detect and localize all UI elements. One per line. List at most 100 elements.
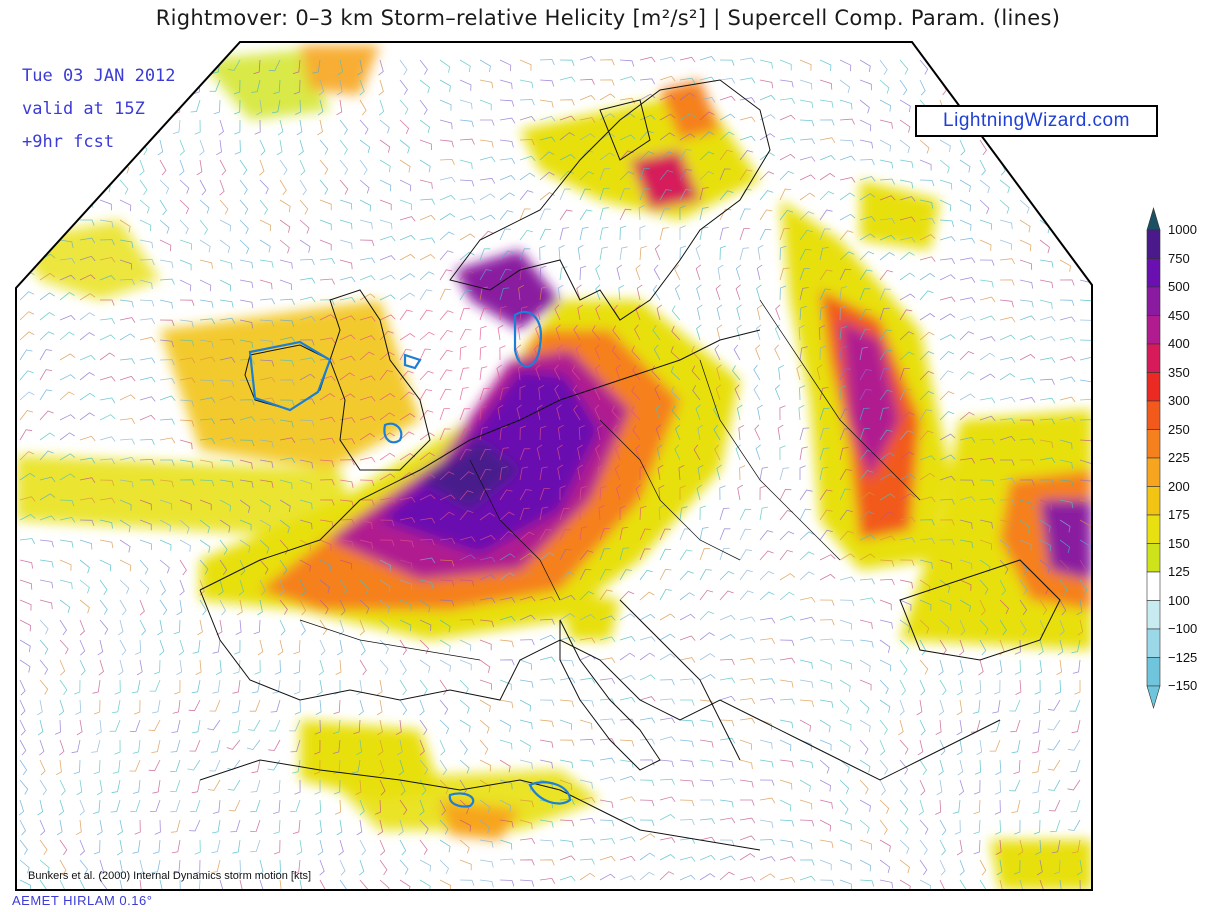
wind-barb-icon bbox=[1059, 356, 1076, 362]
wind-barb-icon bbox=[379, 139, 391, 153]
wind-barb-icon bbox=[1019, 599, 1028, 616]
wind-barb-icon bbox=[899, 430, 914, 441]
wind-barb-icon bbox=[538, 384, 545, 401]
wind-barb-icon bbox=[539, 819, 554, 828]
wind-barb-icon bbox=[1079, 139, 1085, 156]
wind-barb-icon bbox=[739, 779, 754, 788]
scp-contours bbox=[248, 310, 572, 808]
wind-barb-icon bbox=[639, 833, 656, 841]
wind-barb-icon bbox=[479, 230, 494, 241]
wind-barb-icon bbox=[839, 368, 851, 381]
wind-barb-icon bbox=[268, 739, 281, 751]
wind-barb-icon bbox=[379, 759, 385, 776]
wind-barb-icon bbox=[379, 639, 389, 655]
wind-barb-icon bbox=[659, 736, 676, 742]
wind-barb-icon bbox=[699, 739, 714, 748]
wind-barb-icon bbox=[114, 739, 121, 755]
wind-barb-icon bbox=[679, 149, 692, 161]
wind-barb-icon bbox=[137, 859, 144, 876]
wind-barb-icon bbox=[79, 559, 90, 574]
wind-barb-icon bbox=[299, 419, 315, 427]
wind-barb-icon bbox=[719, 168, 731, 181]
wind-barb-icon bbox=[939, 839, 946, 856]
wind-barb-icon bbox=[59, 453, 76, 461]
wind-barb-icon bbox=[259, 539, 270, 554]
wind-barb-icon bbox=[98, 659, 104, 676]
wind-barb-icon bbox=[251, 759, 261, 774]
wind-barb-icon bbox=[679, 225, 686, 240]
wind-barb-icon bbox=[619, 188, 631, 201]
wind-barb-icon bbox=[95, 719, 102, 736]
wind-barb-icon bbox=[479, 659, 491, 673]
wind-barb-icon bbox=[539, 618, 555, 625]
wind-barb-icon bbox=[719, 614, 736, 621]
wind-barb-icon bbox=[199, 299, 214, 308]
wind-barb-icon bbox=[779, 488, 792, 501]
wind-barb-icon bbox=[696, 484, 703, 501]
wind-barb-icon bbox=[159, 479, 174, 488]
wind-barb-icon bbox=[479, 534, 496, 541]
wind-barb-icon bbox=[1070, 79, 1081, 93]
wind-barb-icon bbox=[148, 719, 161, 732]
wind-barb-icon bbox=[419, 579, 434, 589]
wind-barb-icon bbox=[459, 819, 472, 832]
wind-barb-icon bbox=[559, 266, 568, 281]
wind-barb-icon bbox=[1071, 639, 1081, 654]
wind-barb-icon bbox=[619, 208, 632, 221]
wind-barb-icon bbox=[999, 299, 1014, 308]
wind-barb-icon bbox=[559, 719, 572, 730]
wind-barb-icon bbox=[559, 699, 574, 707]
wind-barb-icon bbox=[59, 353, 76, 361]
wind-barb-icon bbox=[19, 331, 35, 341]
wind-barb-icon bbox=[779, 876, 796, 883]
wind-barb-icon bbox=[479, 325, 487, 341]
brand-link[interactable]: LightningWizard.com bbox=[915, 105, 1158, 137]
wind-barb-icon bbox=[695, 404, 701, 421]
wind-barb-icon bbox=[899, 216, 916, 223]
wind-barb-icon bbox=[99, 159, 110, 174]
wind-barb-icon bbox=[19, 759, 28, 776]
wind-barb-icon bbox=[339, 199, 353, 210]
wind-barb-icon bbox=[212, 819, 221, 834]
wind-barb-icon bbox=[292, 759, 301, 774]
wind-barb-icon bbox=[172, 699, 181, 714]
chart-title: Rightmover: 0–3 km Storm–relative Helici… bbox=[155, 6, 1061, 30]
legend-label: −150 bbox=[1168, 678, 1198, 693]
wind-barb-icon bbox=[859, 534, 876, 541]
wind-barb-icon bbox=[459, 99, 473, 110]
wind-barb-icon bbox=[1039, 316, 1056, 322]
wind-barb-icon bbox=[398, 759, 405, 776]
wind-barb-icon bbox=[899, 619, 911, 633]
wind-barb-icon bbox=[211, 859, 221, 873]
wind-barb-icon bbox=[93, 759, 101, 775]
wind-barb-icon bbox=[19, 472, 36, 481]
wind-barb-icon bbox=[819, 407, 830, 421]
wind-barb-icon bbox=[619, 505, 626, 521]
wind-barb-icon bbox=[39, 619, 49, 635]
wind-barb-icon bbox=[80, 219, 95, 226]
wind-barb-icon bbox=[1059, 336, 1076, 343]
wind-barb-icon bbox=[839, 679, 851, 693]
wind-barb-icon bbox=[399, 619, 412, 632]
wind-barb-icon bbox=[419, 679, 428, 695]
wind-barb-icon bbox=[577, 464, 584, 481]
wind-barb-icon bbox=[632, 424, 641, 441]
wind-barb-icon bbox=[59, 679, 68, 696]
wind-barb-icon bbox=[239, 219, 249, 235]
wind-barb-icon bbox=[339, 296, 356, 303]
date-label: Tue 03 JAN 2012 bbox=[22, 66, 176, 86]
wind-barb-icon bbox=[994, 679, 1001, 695]
wind-barb-icon bbox=[879, 252, 895, 261]
wind-barb-icon bbox=[539, 719, 554, 728]
wind-barb-icon bbox=[779, 405, 786, 421]
wind-barb-icon bbox=[319, 258, 336, 264]
wind-barb-icon bbox=[1019, 438, 1036, 445]
wind-barb-icon bbox=[199, 279, 212, 292]
wind-barb-icon bbox=[899, 859, 910, 874]
wind-barb-icon bbox=[919, 290, 934, 301]
wind-barb-icon bbox=[159, 499, 173, 510]
wind-barb-icon bbox=[639, 717, 656, 724]
wind-barb-icon bbox=[939, 619, 950, 634]
legend-label: −100 bbox=[1168, 621, 1198, 636]
wind-barb-icon bbox=[459, 471, 475, 481]
